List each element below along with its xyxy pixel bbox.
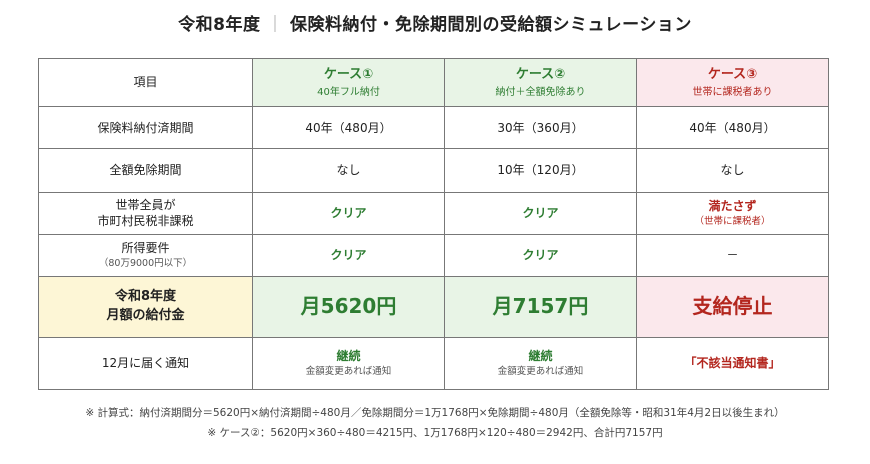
- footnote-formula: ※ 計算式：納付済期間分＝5620円×納付済期間÷480月／免除期間分＝1万17…: [85, 407, 785, 419]
- cell-paid-case-3: 40年（480月）: [636, 106, 829, 150]
- status-clear: クリア: [330, 206, 367, 221]
- table-row: 12月に届く通知 継続 金額変更あれば通知 継続 金額変更あれば通知 「不該当通…: [38, 336, 829, 391]
- table-row: 世帯全員が 市町村民税非課税 クリア クリア 満たさず （世帯に課税者）: [38, 192, 829, 235]
- monthly-amount-case-2: 月7157円: [492, 294, 589, 319]
- cell-monthly-case-3: 支給停止: [636, 275, 829, 338]
- cell-notice-case-2: 継続 金額変更あれば通知: [444, 336, 637, 391]
- cell-monthly-case-1: 月5620円: [252, 275, 445, 338]
- table-row: 保険料納付済期間 40年（480月） 30年（360月） 40年（480月）: [38, 106, 829, 150]
- row-label-income: 所得要件 （80万9000円以下）: [38, 233, 253, 277]
- cell-notice-case-1: 継続 金額変更あれば通知: [252, 336, 445, 391]
- cell-household-case-3: 満たさず （世帯に課税者）: [636, 192, 829, 235]
- household-label-line2: 市町村民税非課税: [97, 214, 194, 229]
- case-1-desc: 40年フル納付: [317, 87, 380, 99]
- income-label: 所得要件: [121, 240, 170, 255]
- row-label-household: 世帯全員が 市町村民税非課税: [38, 192, 253, 235]
- cell-income-case-3: －: [636, 233, 829, 277]
- row-label-exempt-period: 全額免除期間: [38, 148, 253, 194]
- monthly-label-line1: 令和8年度: [114, 288, 177, 304]
- row-label-paid-period: 保険料納付済期間: [38, 106, 253, 150]
- status-clear: クリア: [330, 248, 367, 263]
- notice-non-applicable: 「不該当通知書」: [684, 356, 781, 371]
- page-title: 令和8年度｜ 保険料納付・免除期間別の受給額シミュレーション: [0, 10, 870, 35]
- cell-paid-case-2: 30年（360月）: [444, 106, 637, 150]
- status-clear: クリア: [522, 248, 559, 263]
- table-row: 全額免除期間 なし 10年（120月） なし: [38, 148, 829, 194]
- case-3-desc: 世帯に課税者あり: [692, 87, 773, 99]
- cell-income-case-1: クリア: [252, 233, 445, 277]
- footnote-case2: ※ ケース②：5620円×360÷480＝4215円、1万1768円×120÷4…: [207, 427, 663, 439]
- cell-exempt-case-3: なし: [636, 148, 829, 194]
- notice-sub: 金額変更あれば通知: [497, 365, 584, 377]
- cell-exempt-case-1: なし: [252, 148, 445, 194]
- notice-sub: 金額変更あれば通知: [305, 365, 392, 377]
- row-label-notice: 12月に届く通知: [38, 336, 253, 391]
- notice-continue: 継続: [528, 348, 553, 363]
- cell-household-case-2: クリア: [444, 192, 637, 235]
- case-3-name: ケース③: [707, 66, 758, 82]
- status-clear: クリア: [522, 206, 559, 221]
- monthly-amount-case-3: 支給停止: [692, 294, 773, 319]
- cell-notice-case-3: 「不該当通知書」: [636, 336, 829, 391]
- header-case-3: ケース③ 世帯に課税者あり: [636, 57, 829, 108]
- status-not-met-note: （世帯に課税者）: [694, 216, 771, 228]
- title-separator: ｜: [266, 15, 284, 35]
- row-label-monthly: 令和8年度 月額の給付金: [38, 275, 253, 338]
- monthly-amount-case-1: 月5620円: [300, 294, 397, 319]
- notice-continue: 継続: [336, 348, 361, 363]
- cell-exempt-case-2: 10年（120月）: [444, 148, 637, 194]
- income-label-note: （80万9000円以下）: [98, 258, 193, 270]
- header-item: 項目: [38, 57, 253, 108]
- cell-paid-case-1: 40年（480月）: [252, 106, 445, 150]
- case-2-desc: 納付＋全額免除あり: [495, 87, 586, 99]
- table-row: 所得要件 （80万9000円以下） クリア クリア －: [38, 233, 829, 277]
- title-sub: 保険料納付・免除期間別の受給額シミュレーション: [290, 15, 692, 35]
- cell-income-case-2: クリア: [444, 233, 637, 277]
- simulation-table: 項目 ケース① 40年フル納付 ケース② 納付＋全額免除あり ケース③ 世帯に課…: [38, 57, 829, 391]
- header-case-1: ケース① 40年フル納付: [252, 57, 445, 108]
- title-main: 令和8年度: [178, 15, 261, 35]
- case-2-name: ケース②: [515, 66, 566, 82]
- cell-household-case-1: クリア: [252, 192, 445, 235]
- case-1-name: ケース①: [323, 66, 374, 82]
- monthly-label-line2: 月額の給付金: [106, 307, 185, 323]
- cell-monthly-case-2: 月7157円: [444, 275, 637, 338]
- status-not-met: 満たさず: [708, 198, 757, 213]
- table-row-highlight: 令和8年度 月額の給付金 月5620円 月7157円 支給停止: [38, 275, 829, 338]
- household-label-line1: 世帯全員が: [115, 198, 176, 213]
- table-header-row: 項目 ケース① 40年フル納付 ケース② 納付＋全額免除あり ケース③ 世帯に課…: [38, 57, 829, 108]
- header-case-2: ケース② 納付＋全額免除あり: [444, 57, 637, 108]
